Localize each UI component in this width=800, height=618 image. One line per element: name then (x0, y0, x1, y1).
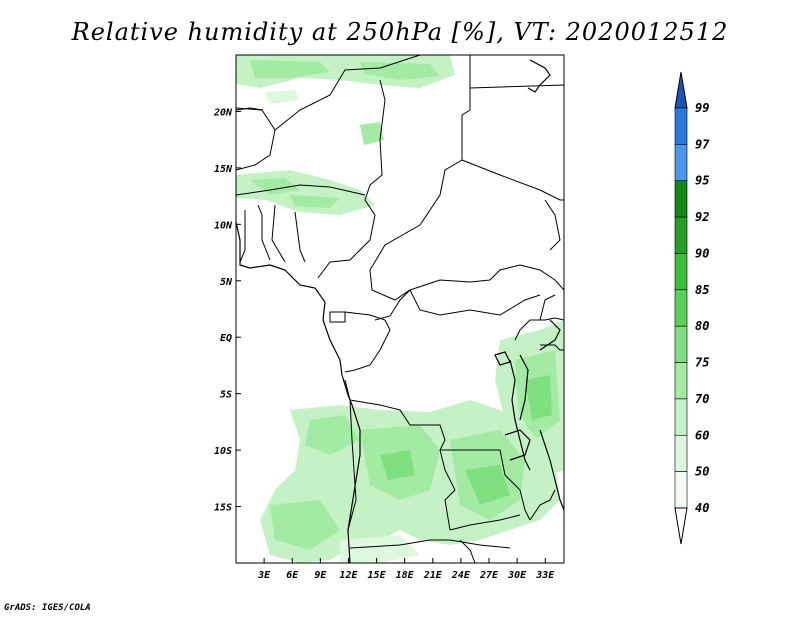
lat-tick-label: 15N (214, 164, 233, 175)
colorbar-label: 90 (695, 246, 709, 260)
lat-tick-label: EQ (220, 333, 232, 344)
lon-tick-label: 30E (507, 570, 527, 581)
colorbar-segment (674, 398, 688, 436)
colorbar-label: 97 (695, 137, 710, 151)
lon-tick-label: 9E (314, 570, 327, 581)
lat-tick-label: 5N (220, 277, 233, 288)
lat-tick-label: 5S (220, 390, 232, 401)
colorbar-segment (674, 289, 688, 327)
colorbar-top-cap (674, 71, 688, 109)
colorbar-label: 40 (695, 501, 709, 515)
colorbar-label: 70 (695, 392, 709, 406)
colorbar-label: 60 (695, 428, 709, 442)
lon-tick-label: 15E (368, 570, 387, 581)
lon-tick-label: 33E (535, 570, 555, 581)
lon-tick-label: 27E (479, 570, 499, 581)
lon-tick-label: 21E (423, 570, 443, 581)
colorbar-segment (674, 471, 688, 509)
lat-tick-label: 15S (214, 503, 232, 514)
colorbar-label: 75 (695, 356, 709, 370)
colorbar-bottom-cap (674, 507, 688, 545)
colorbar-label: 50 (695, 465, 709, 479)
map-frame: 20N 15N 10N 5N EQ 5S 10S 15S 3E 6E 9E 12E 15E 18E 21E… (213, 54, 565, 581)
colorbar-segment (674, 216, 688, 254)
colorbar-label: 85 (695, 283, 709, 297)
lat-tick-label: 10S (214, 446, 232, 457)
lon-axis: 3E 6E 9E 12E 15E 18E 21E 24E 27E 30E 33E (257, 558, 555, 581)
colorbar: 99 97 95 92 90 85 80 75 70 60 50 40 (674, 71, 710, 545)
colorbar-label: 80 (695, 319, 709, 333)
colorbar-label: 95 (695, 174, 709, 188)
lat-tick-label: 20N (213, 107, 233, 118)
colorbar-segment (674, 180, 688, 218)
lon-tick-label: 24E (451, 570, 471, 581)
lon-tick-label: 12E (339, 570, 358, 581)
grads-credit: GrADS: IGES/COLA (4, 603, 91, 613)
lat-axis: 20N 15N 10N 5N EQ 5S 10S 15S (213, 107, 241, 514)
colorbar-segment (674, 434, 688, 472)
coastlines (236, 59, 564, 563)
colorbar-segment (674, 325, 688, 363)
colorbar-label: 92 (695, 210, 709, 224)
lon-tick-label: 6E (286, 570, 299, 581)
map-title: Relative humidity at 250hPa [%], VT: 202… (71, 18, 729, 46)
lon-tick-label: 3E (257, 570, 271, 581)
colorbar-segment (674, 362, 688, 400)
colorbar-segment (674, 253, 688, 291)
country-borders (236, 55, 564, 563)
colorbar-segment (674, 144, 688, 182)
lat-tick-label: 10N (214, 220, 233, 231)
colorbar-label: 99 (695, 101, 709, 115)
colorbar-segment (674, 107, 688, 145)
humidity-shading (236, 55, 564, 563)
lon-tick-label: 18E (396, 570, 415, 581)
